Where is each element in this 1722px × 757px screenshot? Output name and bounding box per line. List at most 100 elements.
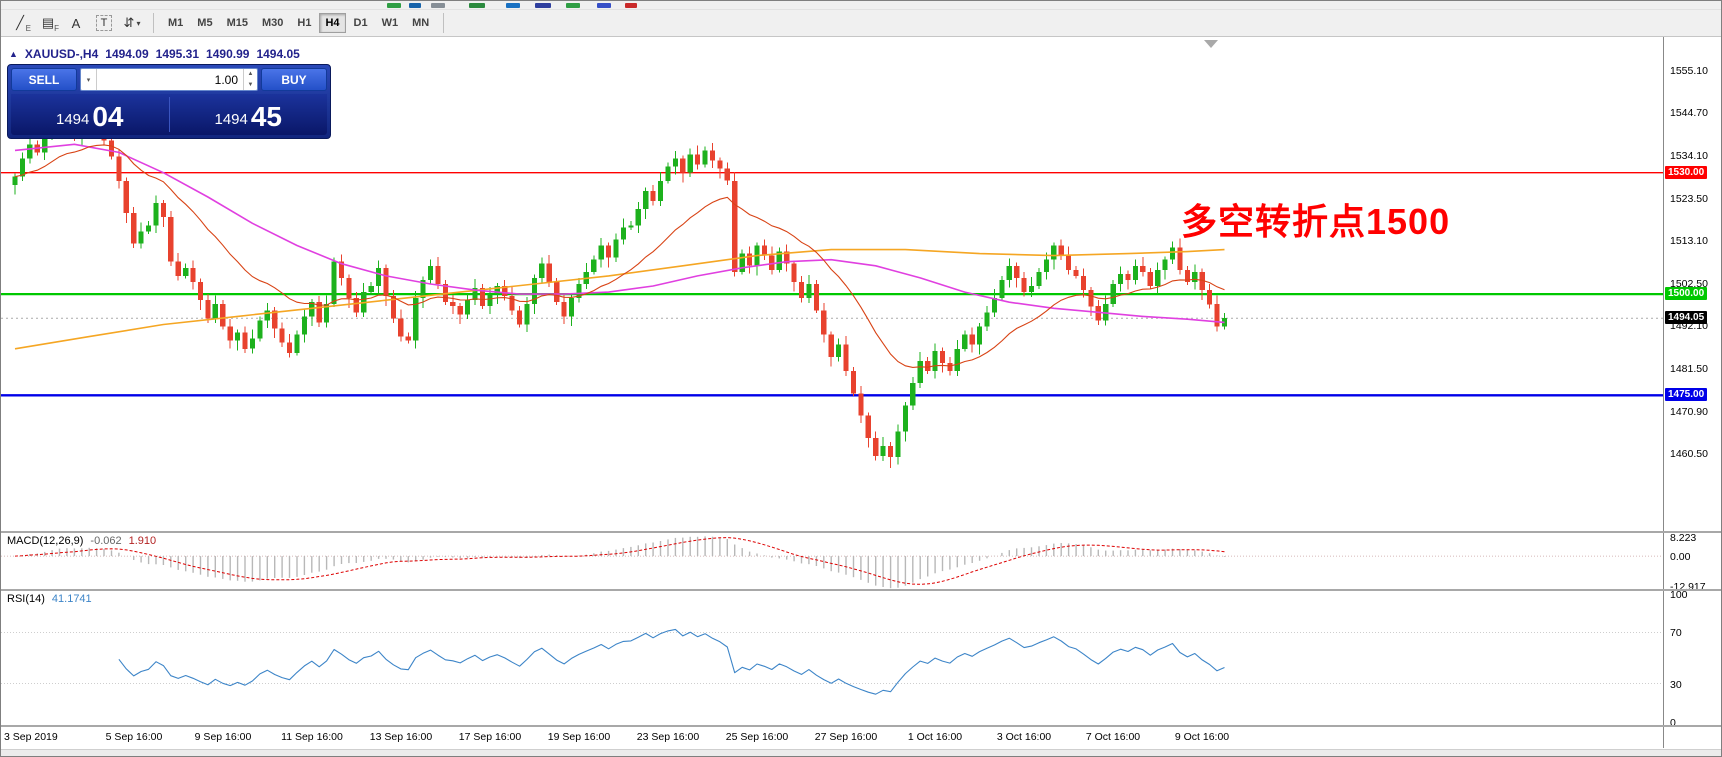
time-tick-label: 19 Sep 16:00 [547,731,611,743]
buy-price-pips: 45 [250,101,283,132]
axis-tick-label: 0 [1670,717,1676,729]
toolbar-separator [443,13,445,33]
axis-tick-label: 1555.10 [1670,65,1708,77]
lot-spin-up-icon[interactable]: ▲ [247,71,254,78]
time-tick-label: 3 Oct 16:00 [996,731,1052,743]
level-price-tag: 1475.00 [1665,388,1708,401]
rsi-value: 41.1741 [51,593,92,605]
chart-text-annotation[interactable]: 多空转折点1500 [1181,201,1451,242]
cropped-toolbar-strip [1,1,1721,10]
rsi-label: RSI(14) [7,593,45,605]
splitter-rsi-timeaxis[interactable] [1,725,1721,727]
chart-toolbar: ╱ E ▤ F A T ⇵ ▾ M1 M5 M15 M30 H1 H4 D1 W1 MN [1,10,1721,37]
ma-medium-line [14,143,1225,324]
buy-price-main: 1494 [214,111,248,128]
cropped-icon [387,3,401,8]
buy-price-display[interactable]: 1494 45 [170,94,328,135]
timeframe-h4[interactable]: H4 [319,13,346,33]
toolbar-tools: ╱ E ▤ F A T ⇵ ▾ [6,13,146,34]
candlestick-chart[interactable] [1,37,1663,531]
timeframe-m5[interactable]: M5 [197,17,213,29]
time-tick-label: 7 Oct 16:00 [1085,731,1141,743]
sell-button[interactable]: SELL [11,68,77,91]
cropped-icon [506,3,520,8]
time-tick-label: 25 Sep 16:00 [725,731,789,743]
lot-dropdown-icon[interactable]: ▾ [81,69,97,90]
lot-size-value[interactable]: 1.00 [214,72,238,87]
time-tick-label: 11 Sep 16:00 [281,731,343,743]
time-tick-label: 5 Sep 16:00 [105,731,163,743]
ema-fast-line [14,144,1225,368]
axis-tick-label: 70 [1670,627,1682,639]
one-click-collapse-arrow[interactable]: ▲ [9,49,18,59]
toolbar-separator [153,13,154,33]
rsi-label-row: RSI(14) 41.1741 [7,593,92,605]
macd-chart[interactable] [1,533,1663,589]
text-label-tool[interactable]: A [71,15,81,31]
line-studies-tool[interactable]: ╱ E [16,15,31,33]
text-frame-tool[interactable]: T [91,13,117,34]
lot-spinner[interactable]: ▲ ▼ [243,69,257,90]
symbol-info-line: ▲ XAUUSD-,H4 1494.09 1495.31 1490.99 149… [9,47,300,61]
one-click-trading-panel: SELL ▾ 1.00 ▲ ▼ BUY 1494 04 [7,64,331,139]
lot-spin-down-icon[interactable]: ▼ [247,81,254,88]
splitter-macd-rsi[interactable] [1,589,1721,591]
axis-tick-label: 1523.50 [1670,193,1708,205]
current-price-tag: 1494.05 [1665,311,1708,324]
ohlc-low: 1490.99 [206,47,250,61]
timeframe-m15[interactable]: M15 [226,17,248,29]
timeframe-h1[interactable]: H1 [297,17,312,29]
cropped-icon [431,3,445,8]
time-tick-label: 27 Sep 16:00 [814,731,878,743]
timeframe-buttons: M1 M5 M15 M30 H1 H4 D1 W1 MN [161,13,436,33]
price-axis[interactable]: 1555.10 1544.70 1534.10 1523.50 1513.10 1502.… [1663,37,1721,748]
sell-price-display[interactable]: 1494 04 [11,94,169,135]
axis-tick-label: 100 [1670,589,1688,601]
cropped-icon [535,3,551,8]
chart-shift-marker[interactable] [1204,40,1218,48]
ohlc-open: 1494.09 [105,47,149,61]
chart-plot[interactable]: ▲ XAUUSD-,H4 1494.09 1495.31 1490.99 149… [1,37,1663,531]
macd-label: MACD(12,26,9) [7,535,84,547]
symbol-name: XAUUSD-,H4 [24,47,99,61]
axis-tick-label: 30 [1670,679,1682,691]
time-tick-label: 9 Sep 16:00 [194,731,252,743]
candles [12,101,1228,469]
axis-tick-label: 1481.50 [1670,363,1708,375]
axis-tick-label: 1460.50 [1670,448,1708,460]
cropped-icon [409,3,421,8]
axis-tick-label: 1534.10 [1670,150,1708,162]
time-axis[interactable]: 3 Sep 2019 5 Sep 16:00 9 Sep 16:00 11 Sep 1… [1,727,1663,748]
time-tick-label: 9 Oct 16:00 [1174,731,1230,743]
timeframe-m30[interactable]: M30 [261,17,284,29]
macd-histogram [21,536,1226,589]
timeframe-d1[interactable]: D1 [353,17,368,29]
rsi-indicator-panel[interactable]: RSI(14) 41.1741 [1,591,1663,725]
sell-price-pips: 04 [92,101,124,132]
arrow-style-tool[interactable]: ⇵ ▾ [123,15,141,30]
level-price-tag: 1530.00 [1665,166,1708,179]
axis-tick-label: 0.00 [1670,551,1691,563]
macd-indicator-panel[interactable]: MACD(12,26,9) -0.062 1.910 [1,533,1663,589]
window-bottom-strip [1,749,1721,756]
ohlc-high: 1495.31 [155,47,200,61]
cropped-icon [566,3,580,8]
cropped-icon [625,3,637,8]
lot-size-field[interactable]: ▾ 1.00 ▲ ▼ [80,68,258,91]
axis-tick-label: 1513.10 [1670,235,1708,247]
rsi-chart[interactable] [1,591,1663,725]
rsi-line [118,628,1225,695]
macd-label-row: MACD(12,26,9) -0.062 1.910 [7,535,156,547]
splitter-chart-macd[interactable] [1,531,1721,533]
grid-tool[interactable]: ▤ F [41,15,59,33]
time-tick-label: 3 Sep 2019 [4,731,58,743]
time-tick-label: 13 Sep 16:00 [369,731,433,743]
timeframe-mn[interactable]: MN [412,17,430,29]
axis-tick-label: 1470.90 [1670,406,1708,418]
level-price-tag: 1500.00 [1665,287,1708,300]
buy-button[interactable]: BUY [261,68,327,91]
cropped-icon [469,3,485,8]
timeframe-w1[interactable]: W1 [381,17,399,29]
timeframe-m1[interactable]: M1 [168,17,184,29]
